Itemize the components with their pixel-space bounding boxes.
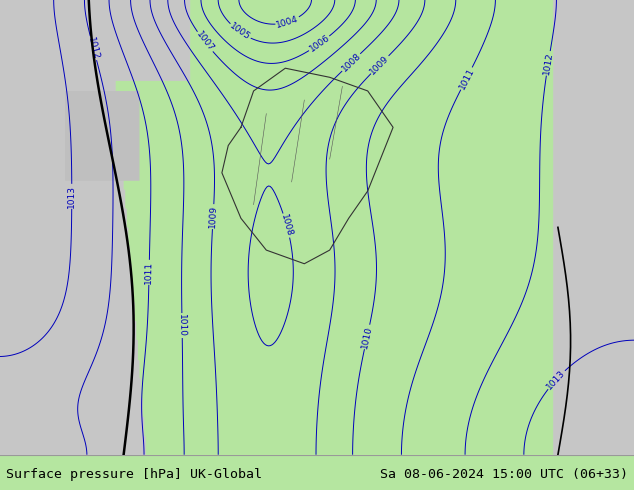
Text: 1005: 1005 bbox=[228, 22, 252, 42]
Text: 1004: 1004 bbox=[275, 14, 300, 30]
Text: 1008: 1008 bbox=[340, 51, 363, 74]
Text: 1006: 1006 bbox=[307, 33, 332, 54]
Text: 1009: 1009 bbox=[208, 205, 218, 228]
Text: 1011: 1011 bbox=[145, 261, 154, 284]
Text: 1011: 1011 bbox=[457, 66, 476, 91]
Text: 1009: 1009 bbox=[368, 53, 391, 76]
Text: 1013: 1013 bbox=[545, 368, 567, 391]
Text: 1008: 1008 bbox=[280, 213, 294, 238]
Text: 1010: 1010 bbox=[360, 325, 374, 349]
Text: 1013: 1013 bbox=[67, 185, 76, 208]
Text: 1010: 1010 bbox=[178, 314, 187, 337]
Text: 1012: 1012 bbox=[86, 36, 101, 60]
Text: 1007: 1007 bbox=[194, 30, 216, 53]
Text: Sa 08-06-2024 15:00 UTC (06+33): Sa 08-06-2024 15:00 UTC (06+33) bbox=[380, 467, 628, 481]
Text: Surface pressure [hPa] UK-Global: Surface pressure [hPa] UK-Global bbox=[6, 467, 262, 481]
Text: 1012: 1012 bbox=[542, 51, 555, 75]
